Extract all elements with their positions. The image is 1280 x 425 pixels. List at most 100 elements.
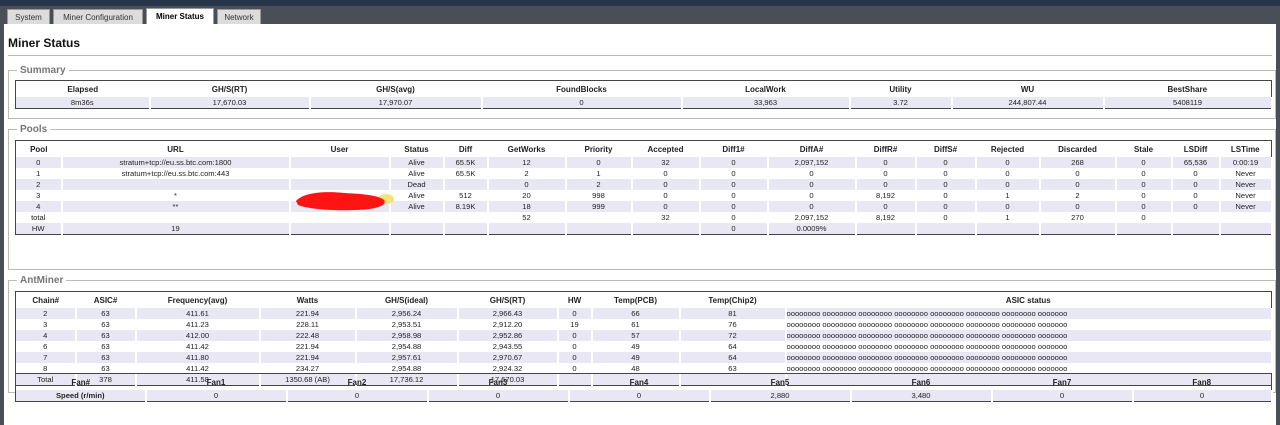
pools-cell: 999 bbox=[565, 201, 633, 212]
chain-cell: Total bbox=[15, 374, 77, 386]
pools-cell: ** bbox=[61, 201, 291, 212]
chain-cell: 234.27 bbox=[259, 363, 357, 374]
pools-cell bbox=[487, 223, 567, 235]
chain-cell: 411.61 bbox=[135, 308, 261, 319]
pools-cell bbox=[61, 212, 291, 223]
pools-cell: 1 bbox=[975, 212, 1041, 223]
pools-cell: 0 bbox=[1171, 190, 1221, 201]
chain-cell: 0 bbox=[557, 352, 593, 363]
tab-miner-status[interactable]: Miner Status bbox=[146, 8, 214, 24]
pools-cell: total bbox=[15, 212, 63, 223]
pools-cell: 0 bbox=[915, 157, 977, 168]
fan-header: Fan6 bbox=[911, 377, 931, 387]
fan-cell: 0 bbox=[427, 390, 570, 402]
pools-cell: 0 bbox=[855, 157, 917, 168]
pools-cell bbox=[289, 223, 391, 235]
pools-row: 2 Dead 0 2 0 0 0 0 0 0 0 0 0 Never bbox=[15, 179, 1273, 190]
chain-cell: 2,957.61 bbox=[355, 352, 459, 363]
chain-cell: 81 bbox=[679, 308, 787, 319]
pools-cell bbox=[1039, 223, 1117, 235]
fan-cell: 0 bbox=[1132, 390, 1273, 402]
pools-cell: 0 bbox=[1039, 179, 1117, 190]
pools-row: HW 19 0 0.0009% bbox=[15, 223, 1273, 235]
chain-cell: oooooooo oooooooo oooooooo oooooooo oooo… bbox=[785, 363, 1273, 374]
fan-header: Fan3 bbox=[488, 377, 508, 387]
pools-row: 1 stratum+tcp://eu.ss.btc.com:443 Alive 65.… bbox=[15, 168, 1273, 179]
pools-cell: 1 bbox=[15, 168, 63, 179]
antminer-legend: AntMiner bbox=[20, 275, 64, 286]
pools-row: 0 stratum+tcp://eu.ss.btc.com:1800 Alive 65… bbox=[15, 157, 1273, 168]
pools-cell: 0 bbox=[975, 201, 1041, 212]
pools-cell: 18 bbox=[487, 201, 567, 212]
pools-cell: HW bbox=[15, 223, 63, 235]
pools-cell bbox=[1219, 223, 1273, 235]
pools-cell: 0 bbox=[1115, 201, 1173, 212]
summary-header: WU bbox=[1020, 84, 1035, 94]
chain-cell: 64 bbox=[679, 341, 787, 352]
page-title: Miner Status bbox=[8, 36, 81, 50]
chain-cell: 228.11 bbox=[259, 319, 357, 330]
summary-cell: 17,670.03 bbox=[149, 97, 311, 109]
chain-cell: 63 bbox=[679, 363, 787, 374]
pools-header: DiffA# bbox=[799, 144, 824, 154]
pools-cell bbox=[1171, 212, 1221, 223]
tab-miner-configuration[interactable]: Miner Configuration bbox=[53, 9, 143, 24]
chain-cell: 4 bbox=[15, 330, 77, 341]
pools-cell: 0 bbox=[565, 157, 633, 168]
chain-cell: 61 bbox=[591, 319, 681, 330]
chain-cell: 63 bbox=[75, 319, 137, 330]
pools-header: Accepted bbox=[647, 144, 684, 154]
chain-header: ASIC status bbox=[1005, 295, 1051, 305]
pools-cell bbox=[61, 179, 291, 190]
chain-row: Total 378 411.58 1350.68 (AB) 17,736.12 17,67… bbox=[15, 374, 1273, 386]
pools-cell: 0 bbox=[487, 179, 567, 190]
pools-cell bbox=[389, 212, 445, 223]
pools-section: Pools bbox=[8, 124, 1276, 270]
chain-cell: 378 bbox=[75, 374, 137, 386]
pools-cell: 0 bbox=[699, 157, 769, 168]
pools-header: GetWorks bbox=[507, 144, 546, 154]
fan-header: Fan2 bbox=[347, 377, 367, 387]
fan-cell: 0 bbox=[145, 390, 288, 402]
pools-cell: 1 bbox=[975, 190, 1041, 201]
chain-row: 6 63 411.42 221.94 2,954.88 2,943.55 0 49 64 oooo… bbox=[15, 341, 1273, 352]
pools-cell: 2 bbox=[565, 179, 633, 190]
pools-cell: Never bbox=[1219, 201, 1273, 212]
summary-section: Summary bbox=[8, 65, 1276, 119]
pools-cell bbox=[1115, 223, 1173, 235]
chain-cell: 221.94 bbox=[259, 341, 357, 352]
chain-cell bbox=[591, 374, 681, 386]
pools-cell: 0 bbox=[855, 201, 917, 212]
tab-system[interactable]: System bbox=[7, 9, 50, 24]
pools-cell: 4 bbox=[15, 201, 63, 212]
pools-cell: 32 bbox=[631, 157, 701, 168]
fan-cell: 0 bbox=[286, 390, 429, 402]
chain-header: Chain# bbox=[32, 295, 60, 305]
fan-cell: 2,880 bbox=[709, 390, 852, 402]
pools-header: Rejected bbox=[990, 144, 1025, 154]
top-bar bbox=[0, 0, 1280, 6]
pools-cell bbox=[443, 179, 489, 190]
chain-row: 7 63 411.80 221.94 2,957.61 2,970.67 0 49 64 oooo… bbox=[15, 352, 1273, 363]
pools-cell: 0 bbox=[915, 201, 977, 212]
chain-cell: 0 bbox=[557, 363, 593, 374]
chain-cell: 17,736.12 bbox=[355, 374, 459, 386]
chain-cell: oooooooo oooooooo oooooooo oooooooo oooo… bbox=[785, 330, 1273, 341]
fan-row: Speed (r/min) 0 0 0 0 2,880 3,480 0 0 bbox=[15, 390, 1273, 402]
chain-cell: 2,912.20 bbox=[457, 319, 559, 330]
pools-cell: 0 bbox=[699, 212, 769, 223]
summary-header: LocalWork bbox=[745, 84, 786, 94]
summary-cell: 33,963 bbox=[681, 97, 851, 109]
pools-cell: 0 bbox=[15, 157, 63, 168]
pools-cell: 8,192 bbox=[855, 212, 917, 223]
tab-network[interactable]: Network bbox=[217, 9, 261, 24]
pools-header: DiffS# bbox=[933, 144, 958, 154]
pools-cell: 0 bbox=[1115, 168, 1173, 179]
pools-cell: 270 bbox=[1039, 212, 1117, 223]
chain-cell bbox=[785, 374, 1273, 386]
pools-cell bbox=[1219, 212, 1273, 223]
chain-cell: 63 bbox=[75, 341, 137, 352]
title-divider bbox=[8, 55, 1272, 56]
summary-row: 8m36s 17,670.03 17,970.07 0 33,963 3.72 244,80… bbox=[15, 97, 1273, 109]
chain-cell: 2,943.55 bbox=[457, 341, 559, 352]
